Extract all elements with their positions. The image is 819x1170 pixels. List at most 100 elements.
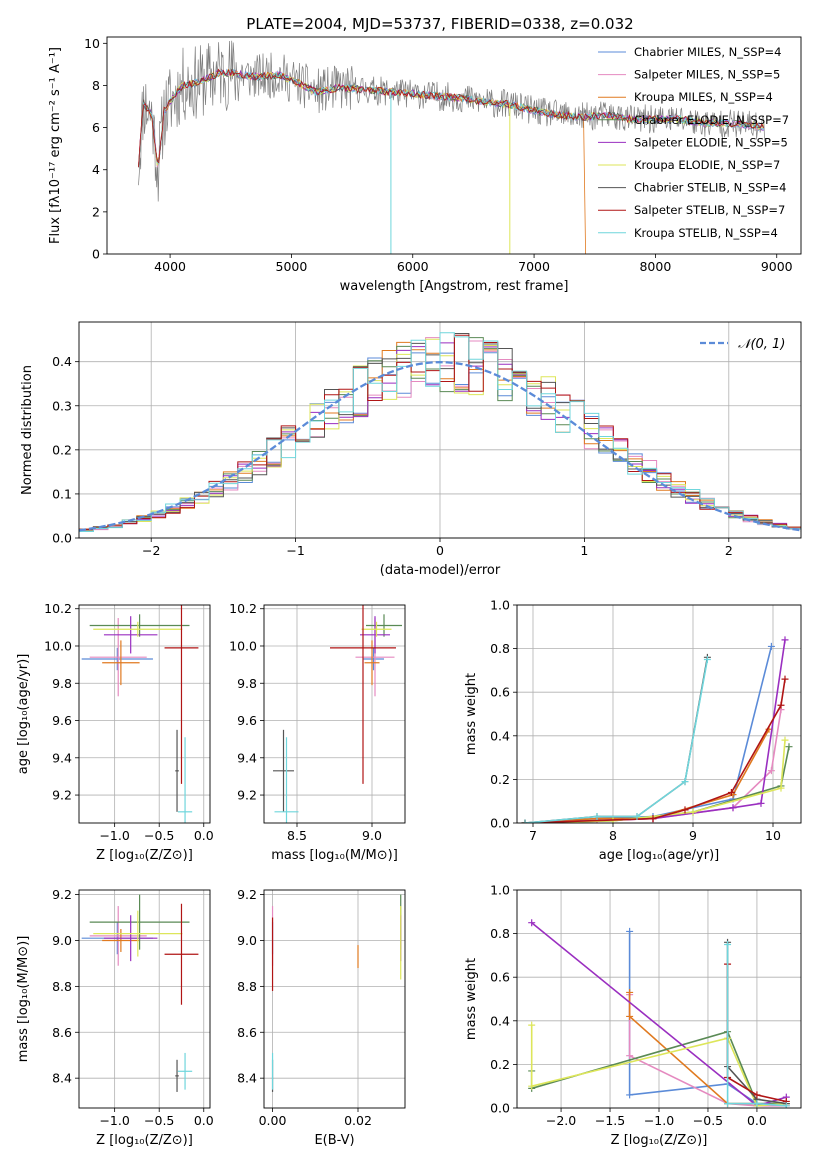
y-tick-label: 0.6 [490, 685, 510, 700]
x-tick-label: 9000 [761, 259, 793, 274]
axes-frame [263, 889, 406, 1109]
x-tick-label: 7000 [518, 259, 550, 274]
axes-frame [78, 321, 802, 539]
mass-weight-marker [782, 1102, 790, 1108]
error-bar-point [175, 729, 179, 812]
axes-frame [263, 604, 406, 824]
x-tick-label: −0.5 [144, 828, 174, 843]
error-bar-point [93, 910, 183, 957]
y-tick-label: 9.2 [52, 887, 72, 902]
x-tick-label: −0.5 [693, 1113, 723, 1128]
x-tick-label: 8 [609, 828, 617, 843]
x-tick-label: 9.0 [362, 828, 382, 843]
mass-weight-marker [724, 1100, 732, 1108]
axes-frame [78, 604, 211, 824]
y-tick-label: 0 [92, 247, 100, 262]
plot-area-mass-vs-EBV [271, 894, 402, 1092]
legend-label: Kroupa ELODIE, N_SSP=7 [634, 158, 780, 172]
y-tick-label: 1.0 [490, 598, 510, 613]
y-tick-label: 10.0 [229, 638, 257, 653]
legend-label: 𝒩(0, 1) [738, 337, 785, 352]
y-tick-label: 8 [92, 78, 100, 93]
mass-weight-marker [689, 808, 697, 816]
legend-label: Salpeter MILES, N_SSP=5 [634, 68, 780, 82]
x-axis-label: E(B-V) [314, 1133, 354, 1148]
x-tick-label: 8.5 [287, 828, 307, 843]
x-tick-label: −0.5 [144, 1113, 174, 1128]
y-tick-label: 0.0 [490, 816, 510, 831]
panel-mass-vs-Z: −1.0 −0.5 0.0 8.4 8.6 8.8 9.0 9.2 Z [log₁₀(Z/Z⊙)… [16, 887, 214, 1148]
error-bar-point [164, 605, 199, 784]
y-tick-label: 0.8 [490, 641, 510, 656]
y-tick-label: 9.4 [237, 750, 257, 765]
mass-weight-marker [781, 736, 789, 744]
mass-weight-line [524, 740, 786, 823]
error-bar-point [89, 614, 190, 637]
x-tick-label: 0.0 [747, 1113, 767, 1128]
y-tick-label: 9.0 [237, 933, 257, 948]
y-tick-label: 0.0 [490, 1101, 510, 1116]
x-tick-label: 1 [580, 543, 588, 558]
error-bar-point [102, 929, 140, 952]
y-tick-label: 0.8 [490, 926, 510, 941]
axes-frame [78, 889, 211, 1109]
mass-weight-marker [777, 784, 785, 792]
mass-weight-marker [703, 656, 711, 663]
y-tick-label: 0.2 [490, 772, 510, 787]
x-tick-label: 0.02 [344, 1113, 372, 1128]
mass-weight-marker [521, 819, 529, 823]
y-tick-label: 9.2 [237, 887, 257, 902]
axes-frame [516, 889, 802, 1109]
y-tick-label: 6 [92, 120, 100, 135]
mass-weight-marker [781, 636, 789, 644]
y-tick-label: 9.2 [52, 788, 72, 803]
y-tick-label: 9.8 [52, 676, 72, 691]
panel-age-vs-Z: −1.0 −0.5 0.0 9.2 9.4 9.6 9.8 10.0 10.2 Z [log₁₀(… [16, 601, 214, 863]
x-tick-label: −1.5 [595, 1113, 625, 1128]
panel-spectrum: 4000 5000 6000 7000 8000 9000 0 2 4 6 8 10 wavelengt… [48, 36, 802, 294]
y-tick-label: 10.0 [44, 638, 72, 653]
error-bar-point [93, 621, 183, 637]
y-tick-label: 0.4 [490, 728, 510, 743]
mass-weight-marker [528, 1021, 536, 1029]
plot-area-mass-vs-Z [81, 894, 199, 1092]
panel-residuals: −2 −1 0 1 2 0.0 0.1 0.2 0.3 0.4 (data-model)/error… [20, 321, 802, 578]
error-bar-point [103, 616, 158, 654]
x-axis-label: age [log₁₀(age/yr)] [599, 848, 720, 863]
error-bar-point [103, 915, 158, 962]
legend-label: Kroupa MILES, N_SSP=4 [634, 90, 773, 104]
error-bar-point [81, 647, 153, 671]
x-axis-label: Z [log₁₀(Z/Z⊙)] [96, 848, 193, 863]
x-axis-label: wavelength [Angstrom, rest frame] [340, 279, 569, 294]
y-tick-label: 10.2 [44, 601, 72, 616]
panel-weight-vs-Z: −2.0 −1.5 −1.0 −0.5 0.0 0.0 0.2 0.4 0.6 0.8 1.0 Z [… [464, 883, 802, 1148]
x-tick-label: −2 [142, 543, 160, 558]
mass-weight-marker [767, 767, 775, 775]
y-axis-label: Normed distribution [20, 365, 35, 495]
x-tick-label: 8000 [639, 259, 671, 274]
error-bar-point [175, 1059, 179, 1092]
residual-histogram [79, 332, 801, 533]
error-bar-point [164, 903, 199, 1005]
x-tick-label: 0.0 [194, 1113, 214, 1128]
model-spectrum-line [138, 68, 764, 168]
mass-weight-marker [626, 1091, 634, 1099]
y-tick-label: 0.4 [52, 354, 72, 369]
mass-weight-marker [767, 642, 775, 650]
y-tick-label: 0.1 [52, 486, 72, 501]
y-tick-label: 8.8 [52, 979, 72, 994]
y-tick-label: 9.2 [237, 788, 257, 803]
legend-label: Chabrier MILES, N_SSP=4 [634, 45, 781, 59]
error-bar-point [330, 605, 396, 784]
x-tick-label: 7 [529, 828, 537, 843]
x-tick-label: −1.0 [644, 1113, 674, 1128]
legend-label: Chabrier ELODIE, N_SSP=7 [634, 113, 789, 127]
y-tick-label: 1.0 [490, 883, 510, 898]
observed-spectrum [138, 40, 765, 202]
mass-weight-marker [528, 1082, 536, 1090]
y-tick-label: 2 [92, 204, 100, 219]
x-tick-label: −2.0 [546, 1113, 576, 1128]
plot-area-weight-vs-Z [528, 919, 790, 1108]
x-tick-label: 2 [725, 543, 733, 558]
